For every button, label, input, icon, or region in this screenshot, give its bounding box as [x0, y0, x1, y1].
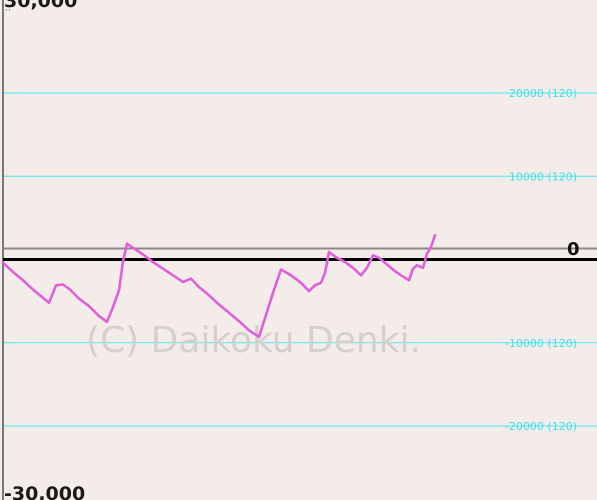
zero-label: 0 [567, 239, 580, 260]
series-line [1, 234, 437, 339]
y-tick-label-top: 30,000 [4, 0, 77, 12]
reference-line-label: 20000 (120) [509, 87, 577, 100]
watermark-text: (C) Daikoku Denki. [86, 320, 421, 361]
reference-line-label: 10000 (120) [509, 170, 577, 183]
reference-line-label: -10000 (120) [505, 337, 577, 350]
reference-line-label: -20000 (120) [505, 420, 577, 433]
y-tick-label-bottom: -30,000 [4, 483, 85, 500]
